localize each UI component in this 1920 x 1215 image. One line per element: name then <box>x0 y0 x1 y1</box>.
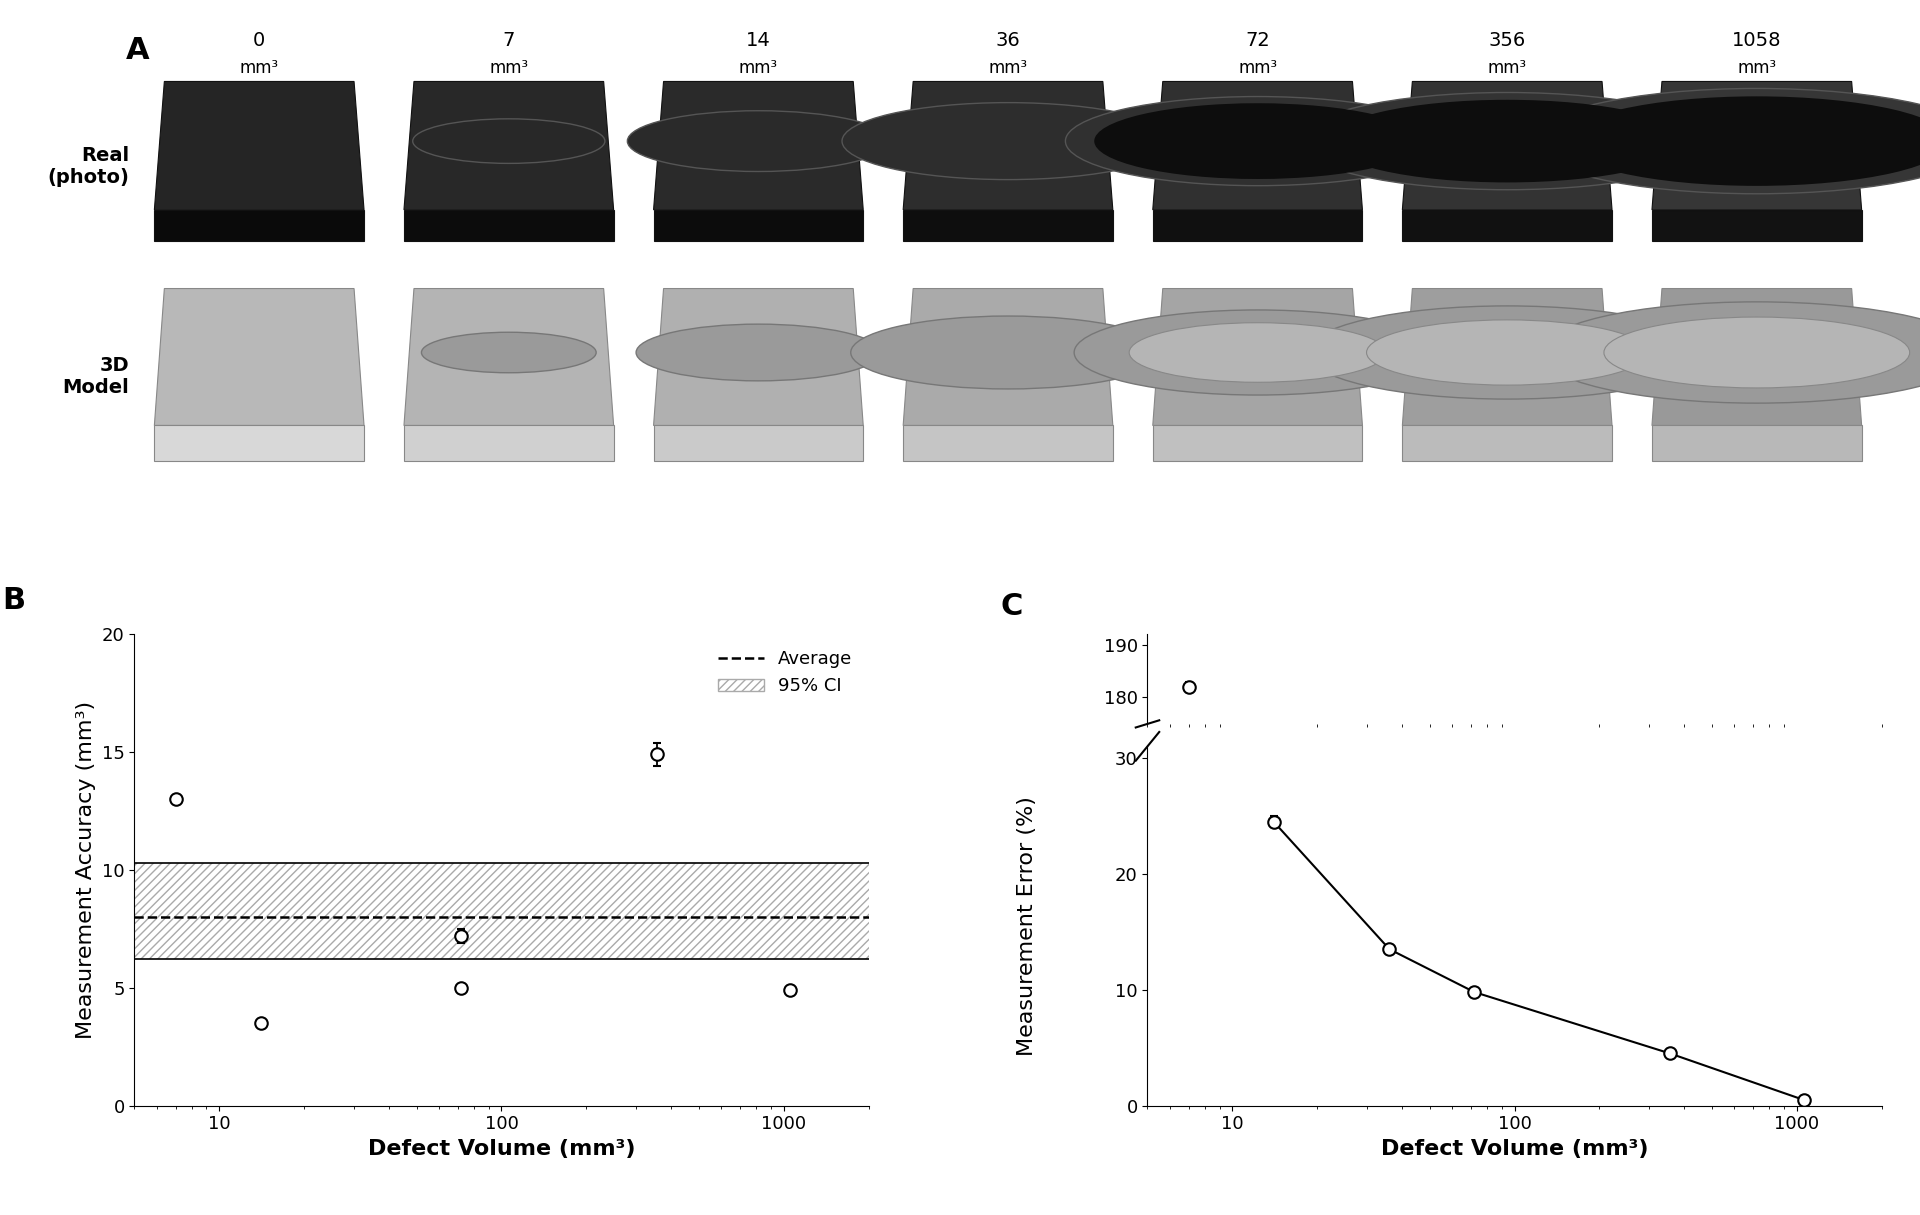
Text: C: C <box>1000 592 1023 621</box>
Text: A: A <box>125 36 150 66</box>
Polygon shape <box>403 81 614 210</box>
Text: 356: 356 <box>1488 30 1526 50</box>
Ellipse shape <box>1306 306 1709 399</box>
Ellipse shape <box>843 102 1173 180</box>
Polygon shape <box>1402 288 1613 425</box>
Text: mm³: mm³ <box>1488 60 1526 77</box>
Polygon shape <box>1651 210 1862 241</box>
Legend: Average, 95% CI: Average, 95% CI <box>710 643 860 702</box>
Polygon shape <box>154 210 365 241</box>
Polygon shape <box>653 210 864 241</box>
Y-axis label: Measurement Accuracy (mm³): Measurement Accuracy (mm³) <box>77 701 96 1039</box>
Polygon shape <box>1152 425 1363 460</box>
Ellipse shape <box>1298 92 1716 190</box>
Text: B: B <box>2 586 25 615</box>
Text: 7: 7 <box>503 30 515 50</box>
Ellipse shape <box>1538 301 1920 403</box>
Polygon shape <box>154 288 365 425</box>
Polygon shape <box>653 81 864 210</box>
X-axis label: Defect Volume (mm³): Defect Volume (mm³) <box>1380 1138 1647 1159</box>
Polygon shape <box>403 210 614 241</box>
Polygon shape <box>1651 425 1862 460</box>
X-axis label: Defect Volume (mm³): Defect Volume (mm³) <box>369 1138 636 1159</box>
Ellipse shape <box>1066 96 1450 186</box>
Ellipse shape <box>413 119 605 163</box>
Text: mm³: mm³ <box>989 60 1027 77</box>
Polygon shape <box>154 81 365 210</box>
Text: Real
(photo): Real (photo) <box>48 147 129 187</box>
Ellipse shape <box>1129 323 1386 383</box>
Ellipse shape <box>1530 89 1920 193</box>
Polygon shape <box>1152 81 1363 210</box>
Ellipse shape <box>1603 317 1910 388</box>
Polygon shape <box>902 425 1114 460</box>
Y-axis label: Measurement Error (%): Measurement Error (%) <box>1018 796 1037 1056</box>
Ellipse shape <box>636 324 881 380</box>
Text: 14: 14 <box>747 30 770 50</box>
Ellipse shape <box>1563 96 1920 186</box>
Polygon shape <box>902 288 1114 425</box>
Text: 1058: 1058 <box>1732 30 1782 50</box>
Polygon shape <box>1651 81 1862 210</box>
Text: mm³: mm³ <box>739 60 778 77</box>
Polygon shape <box>1402 425 1613 460</box>
Polygon shape <box>653 425 864 460</box>
Text: 72: 72 <box>1246 30 1269 50</box>
Polygon shape <box>1152 210 1363 241</box>
Polygon shape <box>653 288 864 425</box>
Text: mm³: mm³ <box>490 60 528 77</box>
Polygon shape <box>902 210 1114 241</box>
Polygon shape <box>403 288 614 425</box>
Ellipse shape <box>1073 310 1442 395</box>
Ellipse shape <box>851 316 1165 389</box>
Polygon shape <box>1402 81 1613 210</box>
Polygon shape <box>1651 288 1862 425</box>
Ellipse shape <box>1367 320 1647 385</box>
Text: 36: 36 <box>996 30 1020 50</box>
Ellipse shape <box>1329 100 1686 182</box>
Polygon shape <box>902 81 1114 210</box>
Polygon shape <box>1402 210 1613 241</box>
Text: mm³: mm³ <box>240 60 278 77</box>
Polygon shape <box>154 425 365 460</box>
Polygon shape <box>403 425 614 460</box>
Ellipse shape <box>420 332 595 373</box>
Text: mm³: mm³ <box>1738 60 1776 77</box>
Text: mm³: mm³ <box>1238 60 1277 77</box>
Ellipse shape <box>1094 103 1421 179</box>
Text: 0: 0 <box>253 30 265 50</box>
Ellipse shape <box>628 111 889 171</box>
Text: 3D
Model: 3D Model <box>63 356 129 397</box>
Polygon shape <box>1152 288 1363 425</box>
